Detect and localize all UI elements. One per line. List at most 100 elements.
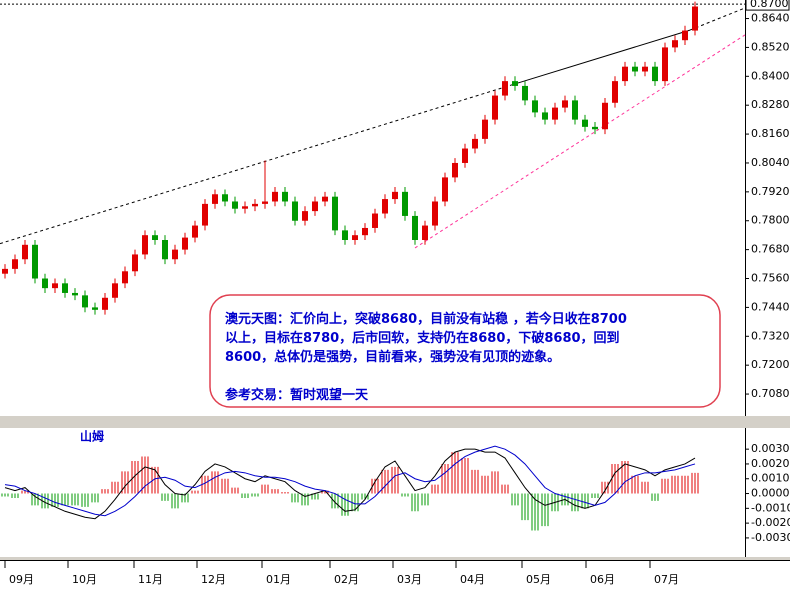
y-tick-label: 0.7560: [751, 272, 790, 285]
trendline: [509, 29, 691, 86]
candle-body: [272, 191, 278, 202]
annotation-line: 8600，总体仍是强势，目前看来，强势没有见顶的迹象。: [225, 349, 560, 365]
x-tick-label: 04月: [460, 573, 485, 586]
macd-line: [4, 448, 696, 520]
y-tick-label: 0.8040: [751, 156, 790, 169]
candle-body: [372, 213, 378, 228]
candle-body: [692, 6, 698, 31]
candle-body: [142, 235, 148, 255]
candle-body: [492, 95, 498, 120]
x-tick-label: 07月: [654, 573, 679, 586]
candle-body: [382, 199, 388, 214]
candle-body: [472, 138, 478, 149]
candle-body: [602, 102, 608, 130]
candle-body: [222, 194, 228, 202]
candle-body: [542, 112, 548, 120]
y-tick-label: 0.7320: [751, 329, 790, 342]
annotation: 澳元天图：汇价向上，突破8680，目前没有站稳 ，若今日收在8700 以上，目标在…: [225, 311, 627, 403]
candle-body: [202, 203, 208, 226]
x-tick-label: 02月: [334, 573, 359, 586]
candle-body: [412, 215, 418, 240]
x-tick-label: 09月: [9, 573, 34, 586]
y-tick-label: -0.0010: [751, 501, 790, 514]
candle-body: [32, 244, 38, 279]
candle-body: [352, 235, 358, 240]
x-tick-label: 03月: [397, 573, 422, 586]
candle-body: [642, 66, 648, 72]
candle-body: [512, 81, 518, 86]
candle-body: [102, 297, 108, 310]
candle-body: [292, 201, 298, 221]
candle-body: [682, 30, 688, 41]
x-tick-label: 01月: [266, 573, 291, 586]
y-tick-label: 0.7080: [751, 387, 790, 400]
y-tick-label: 0.0030: [751, 442, 790, 455]
candle-body: [552, 107, 558, 120]
candle-body: [432, 201, 438, 226]
current-price-label: 0.8700: [750, 0, 789, 10]
candle-body: [482, 119, 488, 139]
y-tick-label: 0.0010: [751, 472, 790, 485]
candle-body: [332, 196, 338, 231]
candle-body: [2, 268, 8, 274]
candle-body: [232, 201, 238, 209]
candle-body: [132, 254, 138, 272]
candle-body: [42, 278, 48, 289]
annotation-box: [209, 294, 721, 408]
y-tick-label: 0.0020: [751, 457, 790, 470]
candle-body: [162, 239, 168, 260]
candle-body: [242, 206, 248, 209]
x-tick-label: 06月: [590, 573, 615, 586]
candle-body: [452, 162, 458, 178]
candle-body: [502, 81, 508, 96]
candle-body: [52, 283, 58, 289]
y-tick-label: 0.7440: [751, 300, 790, 313]
y-tick-label: 0.7200: [751, 358, 790, 371]
y-tick-label: 0.8400: [751, 69, 790, 82]
y-tick-label: -0.0020: [751, 516, 790, 529]
candle-body: [612, 81, 618, 103]
annotation-line: 以上，目标在8780，后市回软，支持仍在8680，下破8680，回到: [225, 330, 620, 346]
candle-body: [12, 259, 18, 269]
candle-body: [192, 225, 198, 238]
candle-body: [312, 201, 318, 212]
candle-body: [342, 230, 348, 240]
trendline: [0, 84, 511, 245]
candle-body: [72, 292, 78, 296]
y-tick-label: 0.7800: [751, 214, 790, 227]
candle-body: [172, 249, 178, 260]
current-price-box: [745, 0, 790, 11]
y-tick-label: 0.7920: [751, 185, 790, 198]
indicator-title: 山姆: [80, 429, 104, 444]
candle-body: [182, 237, 188, 250]
candle-body: [212, 194, 218, 204]
candle-body: [392, 191, 398, 200]
candle-body: [82, 295, 88, 308]
y-tick-label: 0.8160: [751, 127, 790, 140]
candle-body: [322, 196, 328, 202]
candle-body: [442, 177, 448, 202]
candle-body: [402, 191, 408, 216]
candle-body: [582, 119, 588, 127]
trendline: [689, 7, 746, 31]
y-tick-label: 0.0000: [751, 487, 790, 500]
candle-body: [522, 85, 528, 101]
candle-body: [652, 66, 658, 82]
candle-body: [262, 201, 268, 204]
x-tick-label: 11月: [138, 573, 163, 586]
candle-body: [252, 203, 258, 207]
candle-body: [62, 283, 68, 293]
price-panel: 0.8640 0.8520 0.8400 0.8280 0.8160 0.8040 0.79…: [0, 0, 790, 400]
candle-body: [302, 211, 308, 221]
candle-body: [112, 283, 118, 298]
candle-body: [422, 225, 428, 240]
candle-body: [572, 100, 578, 120]
macd-line: [4, 445, 696, 517]
candle-body: [282, 191, 288, 202]
candle-body: [532, 100, 538, 113]
candle-body: [152, 235, 158, 240]
candle-body: [662, 47, 668, 82]
candle-body: [592, 126, 598, 130]
